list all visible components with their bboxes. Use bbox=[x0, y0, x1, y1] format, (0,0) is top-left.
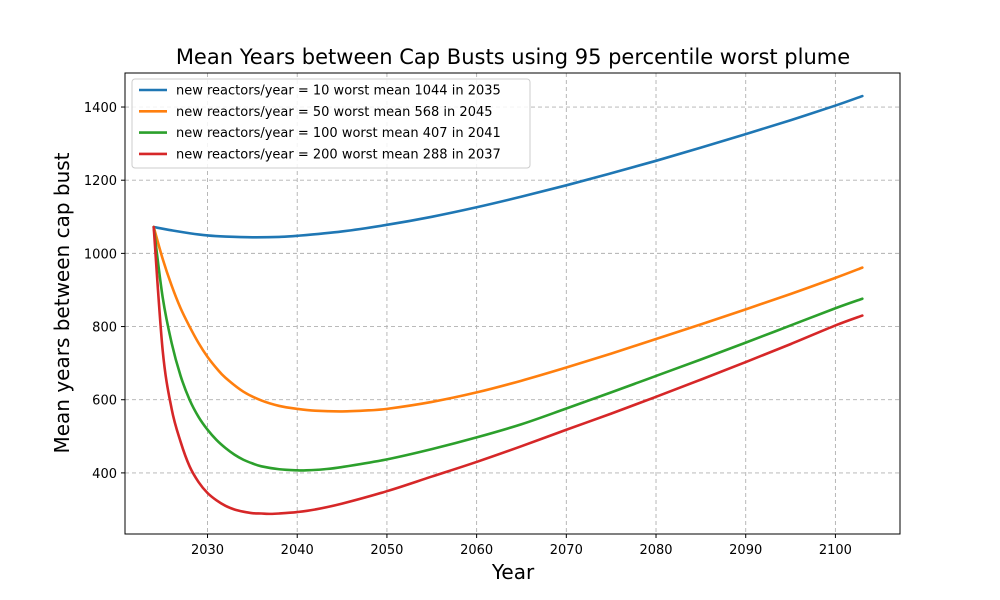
x-tick-label: 2030 bbox=[191, 543, 224, 558]
x-tick-label: 2100 bbox=[819, 543, 852, 558]
x-tick-label: 2090 bbox=[729, 543, 762, 558]
x-tick-label: 2040 bbox=[281, 543, 314, 558]
x-tick-label: 2070 bbox=[550, 543, 583, 558]
plot-frame bbox=[124, 72, 901, 535]
x-tick-label: 2080 bbox=[639, 543, 672, 558]
series-line-1 bbox=[152, 94, 864, 239]
chart-title: Mean Years between Cap Busts using 95 pe… bbox=[176, 45, 850, 69]
legend-label-4: new reactors/year = 200 worst mean 288 i… bbox=[176, 147, 501, 162]
x-tick-label: 2060 bbox=[460, 543, 493, 558]
y-axis-label: Mean years between cap bust bbox=[50, 152, 74, 453]
y-tick-label: 1400 bbox=[84, 101, 117, 116]
series-line-3 bbox=[152, 225, 864, 472]
x-axis-label: Year bbox=[491, 560, 535, 584]
legend: new reactors/year = 10 worst mean 1044 i… bbox=[131, 78, 531, 169]
y-tick-label: 600 bbox=[92, 394, 117, 409]
y-tick-label: 1000 bbox=[84, 247, 117, 262]
legend-box bbox=[131, 78, 531, 169]
y-tick-label: 1200 bbox=[84, 174, 117, 189]
series-lines bbox=[152, 94, 864, 516]
series-line-4 bbox=[152, 225, 864, 516]
axis-ticks: 2030 2040 2050 2060 2070 2080 2090 2100 400 600 80… bbox=[84, 101, 852, 558]
y-tick-label: 800 bbox=[92, 321, 117, 336]
y-tick-label: 400 bbox=[92, 467, 117, 482]
legend-label-3: new reactors/year = 100 worst mean 407 i… bbox=[176, 126, 501, 141]
legend-label-1: new reactors/year = 10 worst mean 1044 i… bbox=[176, 84, 501, 99]
legend-label-2: new reactors/year = 50 worst mean 568 in… bbox=[176, 105, 493, 120]
x-tick-label: 2050 bbox=[370, 543, 403, 558]
series-line-2 bbox=[152, 225, 864, 413]
